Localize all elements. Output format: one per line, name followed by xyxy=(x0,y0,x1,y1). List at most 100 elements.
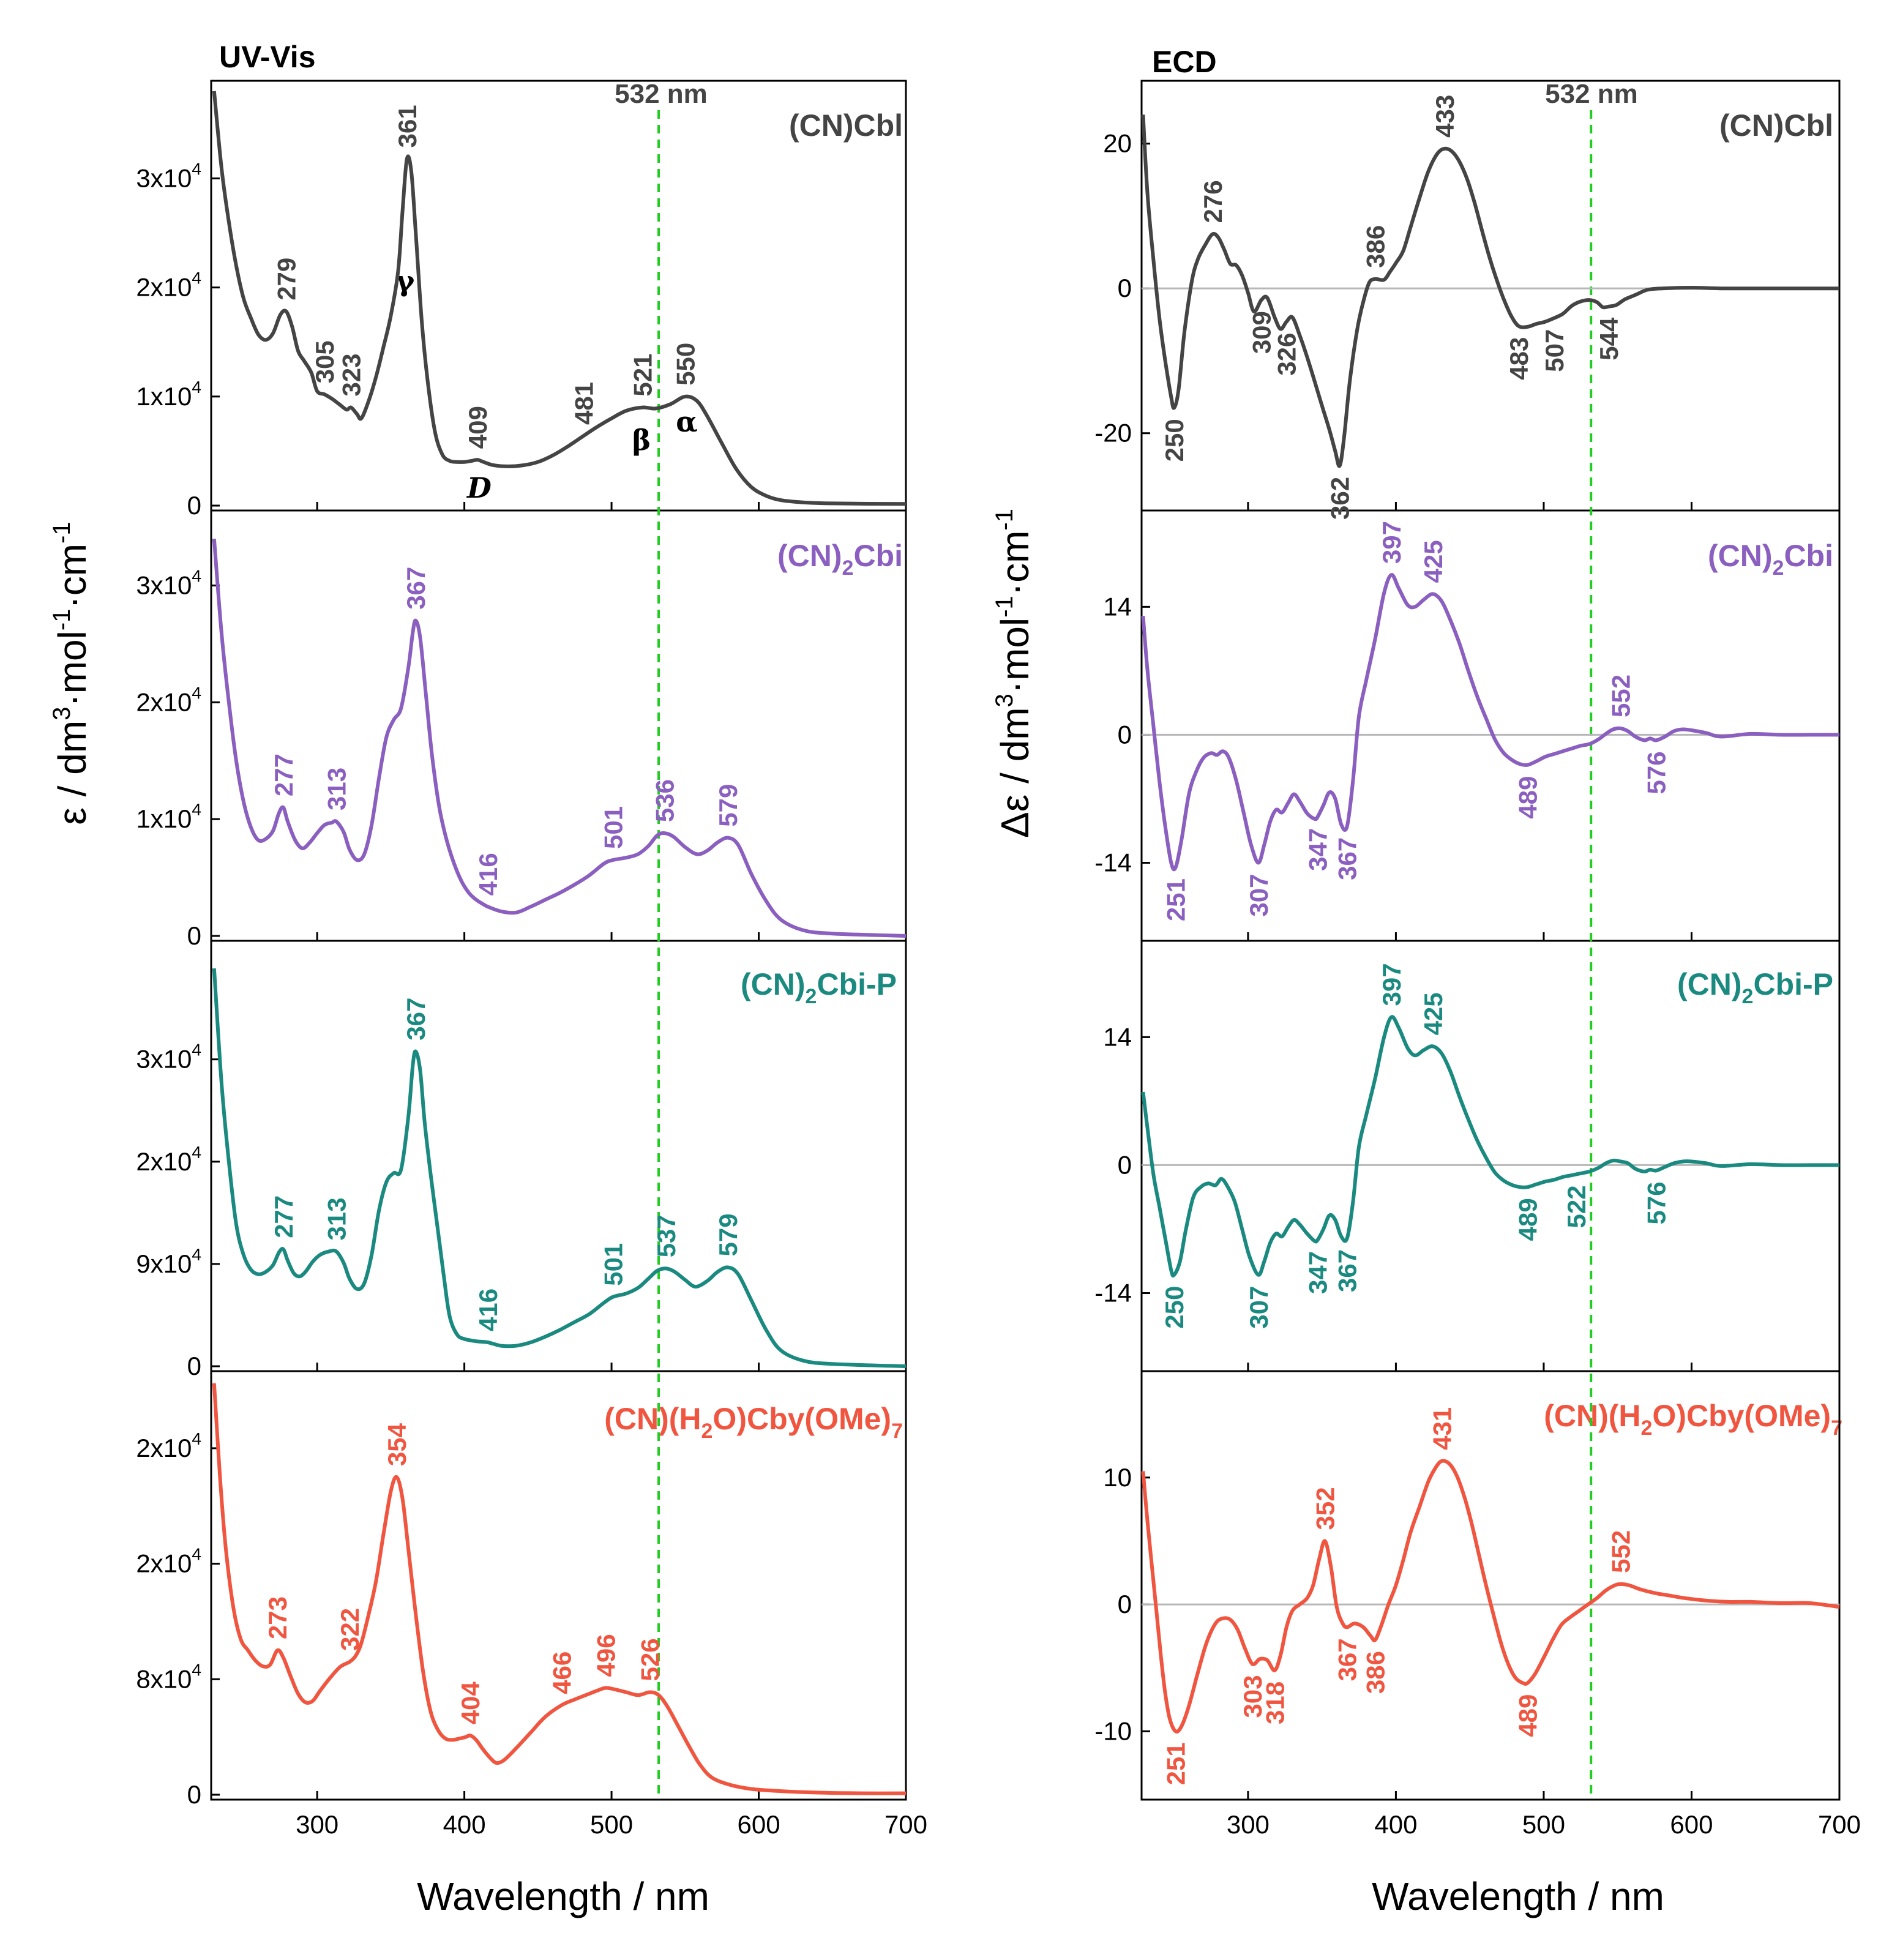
peak-label: 386 xyxy=(1361,1651,1390,1694)
ytick-label: 0 xyxy=(187,921,201,950)
title-ecd-cbi: (CN)2Cbi xyxy=(1708,539,1833,580)
peak-label: 313 xyxy=(322,1197,351,1240)
uv-xtick-label: 500 xyxy=(590,1810,633,1839)
peak-label: 522 xyxy=(1562,1185,1591,1228)
peak-label: 579 xyxy=(714,1213,742,1256)
ytick-label: 2x104 xyxy=(136,1143,201,1176)
ytick-label: 8x104 xyxy=(136,1660,201,1693)
peak-label: 352 xyxy=(1311,1487,1340,1530)
peak-label: 322 xyxy=(335,1608,364,1651)
peak-label: 277 xyxy=(269,1195,298,1238)
peak-label: 544 xyxy=(1595,317,1623,361)
peak-label: 386 xyxy=(1361,225,1390,268)
ytick-label: -10 xyxy=(1094,1716,1132,1745)
peak-label: 305 xyxy=(310,340,339,383)
uv-xlabel: Wavelength / nm xyxy=(417,1874,709,1918)
uv-xtick-label: 700 xyxy=(885,1810,927,1839)
ecd-xtick-label: 600 xyxy=(1670,1810,1713,1839)
peak-label: 496 xyxy=(591,1634,620,1677)
peak-label: 425 xyxy=(1419,992,1448,1035)
uv-ylabel: ε / dm3·mol-1·cm-1 xyxy=(48,522,94,825)
peak-label: 416 xyxy=(474,853,503,896)
peak-label: 404 xyxy=(456,1681,485,1725)
uv-xtick-label: 600 xyxy=(737,1810,780,1839)
ytick-label: 2x104 xyxy=(136,269,201,302)
peak-label: 307 xyxy=(1244,1286,1273,1329)
peak-label: 416 xyxy=(474,1289,503,1331)
title-uv-cbi: (CN)2Cbi xyxy=(777,539,903,580)
ytick-label: 0 xyxy=(187,491,201,520)
peak-label: 367 xyxy=(402,567,430,610)
ytick-label: 3x104 xyxy=(136,567,201,600)
peak-label: 367 xyxy=(1333,1638,1362,1681)
peak-label: 537 xyxy=(652,1214,681,1257)
peak-label: 397 xyxy=(1377,521,1406,564)
ytick-label: 0 xyxy=(1118,1590,1132,1618)
title-uv-cbl: (CN)Cbl xyxy=(789,108,903,143)
ytick-label: 3x104 xyxy=(136,1041,201,1074)
peak-label: 313 xyxy=(322,768,351,810)
peak-label: 251 xyxy=(1162,1742,1191,1785)
ytick-label: -20 xyxy=(1094,419,1132,447)
ytick-label: 20 xyxy=(1103,129,1132,158)
title-ecd-cbip: (CN)2Cbi-P xyxy=(1677,967,1833,1008)
peak-label: 433 xyxy=(1431,95,1459,138)
peak-label: 318 xyxy=(1260,1681,1289,1724)
title-uv-cbip: (CN)2Cbi-P xyxy=(741,967,897,1008)
peak-label: 550 xyxy=(671,343,700,386)
peak-label: 552 xyxy=(1607,1530,1636,1573)
peak-label: 354 xyxy=(383,1423,411,1466)
peak-label: 309 xyxy=(1247,311,1276,354)
spectrum-line-uv-1 xyxy=(212,538,907,938)
peak-label: 409 xyxy=(463,406,492,449)
peak-label: 526 xyxy=(636,1638,665,1681)
band-D: D xyxy=(466,471,492,504)
ytick-label: -14 xyxy=(1094,848,1132,877)
ytick-label: 2x104 xyxy=(136,1545,201,1578)
peak-label: 277 xyxy=(269,754,298,796)
peak-label: 362 xyxy=(1326,477,1355,520)
peak-label: 576 xyxy=(1642,751,1671,794)
uv-xtick-label: 400 xyxy=(443,1810,486,1839)
peak-label: 521 xyxy=(629,354,657,397)
peak-label: 501 xyxy=(599,806,628,849)
title-ecd-cbl: (CN)Cbl xyxy=(1719,108,1833,143)
peak-label: 347 xyxy=(1303,828,1332,871)
band-alpha: α xyxy=(676,405,697,438)
ytick-label: 0 xyxy=(187,1352,201,1380)
peak-label: 576 xyxy=(1642,1181,1671,1224)
ytick-label: 1x104 xyxy=(136,800,201,833)
ecd-xtick-label: 700 xyxy=(1818,1810,1861,1839)
title-uv-cby: (CN)(H2O)Cby(OMe)7 xyxy=(604,1402,903,1443)
uv-xtick-label: 300 xyxy=(296,1810,338,1839)
spectrum-line-ecd-3 xyxy=(1141,1459,1840,1734)
peak-label: 466 xyxy=(547,1651,576,1694)
peak-label: 347 xyxy=(1303,1251,1332,1294)
peak-label: 552 xyxy=(1607,675,1636,717)
ecd-xtick-label: 400 xyxy=(1374,1810,1417,1839)
ecd-xtick-label: 500 xyxy=(1522,1810,1565,1839)
peak-label: 367 xyxy=(1333,1249,1362,1292)
peak-label: 425 xyxy=(1419,540,1448,583)
title-ecd-cby: (CN)(H2O)Cby(OMe)7 xyxy=(1544,1399,1842,1440)
svg-text:Δε / dm3·mol-1·cm-1: Δε / dm3·mol-1·cm-1 xyxy=(991,509,1037,838)
ytick-label: 0 xyxy=(1118,274,1132,302)
marker-label-uv: 532 nm xyxy=(615,79,708,109)
ytick-label: 0 xyxy=(1118,720,1132,749)
peak-label: 251 xyxy=(1162,878,1191,921)
ytick-label: 9x104 xyxy=(136,1245,201,1278)
peak-label: 489 xyxy=(1513,1694,1542,1737)
peak-label: 361 xyxy=(393,105,422,148)
ytick-label: 14 xyxy=(1103,592,1132,621)
ytick-label: 1x104 xyxy=(136,378,201,411)
spectrum-line-uv-0 xyxy=(212,91,907,506)
ecd-ylabel: Δε / dm3·mol-1·cm-1 xyxy=(991,509,1037,838)
peak-label: 536 xyxy=(651,779,679,822)
ecd-title: ECD xyxy=(1152,45,1217,79)
ytick-label: 10 xyxy=(1103,1463,1132,1492)
spectrum-line-ecd-0 xyxy=(1141,114,1839,468)
peak-label: 489 xyxy=(1513,776,1542,819)
peak-label: 507 xyxy=(1540,329,1569,372)
peak-label: 501 xyxy=(599,1243,628,1286)
